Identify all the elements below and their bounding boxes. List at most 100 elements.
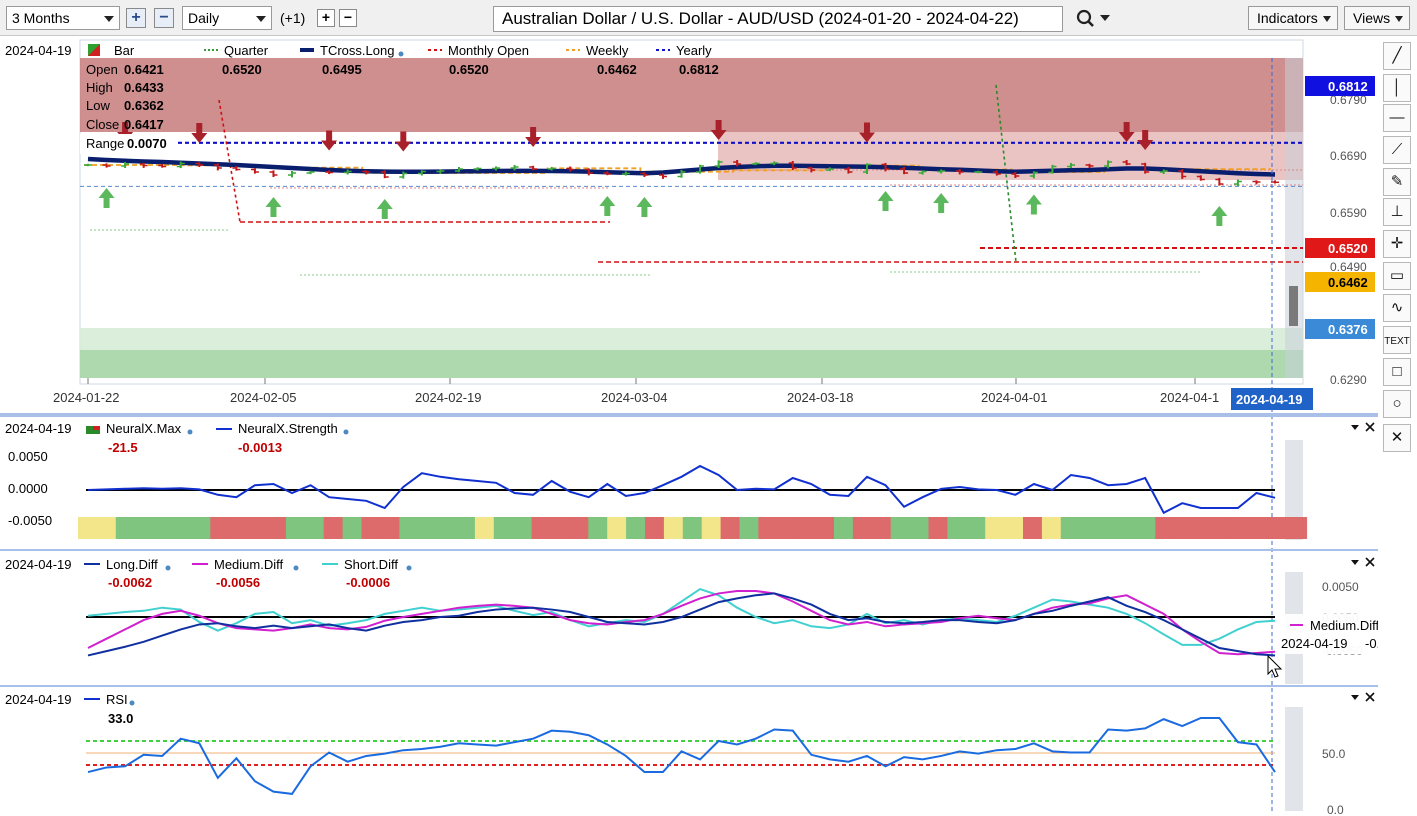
neuralx-date: 2024-04-19 [5, 421, 72, 436]
ohlc-value: 0.6362 [124, 98, 164, 113]
main-pane-date: 2024-04-19 [5, 43, 72, 58]
neuralx-max-cell [739, 517, 759, 539]
rectangle-tool-button[interactable]: □ [1383, 358, 1411, 386]
settings-dot-icon[interactable] [129, 700, 135, 706]
zoom-out-button[interactable]: − [154, 8, 174, 28]
rsi-date: 2024-04-19 [5, 692, 72, 707]
settings-dot-icon[interactable] [406, 565, 412, 571]
vertical-line-tool-button[interactable]: │ [1383, 74, 1411, 102]
tooltip-value: -0.0056 [1365, 636, 1378, 651]
bar-legend-label: Bar [114, 43, 135, 58]
zoom-in-button[interactable]: + [126, 8, 146, 28]
neuralx-max-cell [777, 517, 797, 539]
buy-signal-arrow-icon [376, 199, 393, 219]
fibonacci-tool-button[interactable]: ⊥ [1383, 198, 1411, 226]
neuralx-max-cell [115, 517, 136, 539]
neuralx-max-cell [267, 517, 287, 539]
future-area [1285, 707, 1303, 811]
offset-minus-button[interactable]: − [339, 9, 357, 27]
long-diff-line [87, 592, 1276, 657]
neuralx-max-cell [418, 517, 438, 539]
neuralx-max-cell [928, 517, 948, 539]
sell-signal-arrow-icon [191, 123, 208, 143]
settings-dot-icon[interactable] [398, 51, 404, 57]
neuralx-max-cell [1060, 517, 1081, 539]
y-tick-label: 0.6690 [1330, 149, 1367, 163]
search-button[interactable] [1070, 6, 1116, 30]
rsi-y-tick: 50.0 [1322, 747, 1346, 761]
offset-plus-button[interactable]: + [317, 9, 335, 27]
settings-dot-icon[interactable] [343, 429, 349, 435]
chevron-down-icon [1395, 16, 1403, 22]
symbol-title-field[interactable]: Australian Dollar / U.S. Dollar - AUD/US… [493, 6, 1063, 32]
tcross-value: 0.6495 [322, 62, 362, 77]
pane-menu-chevron-icon[interactable] [1351, 695, 1359, 700]
yearly-resistance-zone [80, 58, 1303, 132]
wave-icon: ∿ [1390, 299, 1404, 316]
pencil-tool-button[interactable]: ✎ [1383, 168, 1411, 196]
ohlc-value: 0.6421 [124, 62, 164, 77]
neuralx-max-cell [153, 517, 174, 539]
pane-close-icon[interactable] [1365, 557, 1375, 567]
chevron-down-icon [104, 16, 114, 22]
views-button[interactable]: Views [1344, 6, 1410, 30]
buy-signal-arrow-icon [98, 188, 115, 208]
settings-dot-icon[interactable] [293, 565, 299, 571]
x-tick-label: 2024-04-1 [1160, 390, 1219, 405]
neuralx-y-tick: -0.0050 [8, 513, 52, 528]
monthly-open-value: 0.6520 [449, 62, 489, 77]
medium-diff-label: Medium.Diff [214, 557, 284, 572]
pane-close-icon[interactable] [1365, 422, 1375, 432]
current-price-tag-text: 0.6376 [1328, 322, 1368, 337]
ray-tool-button[interactable]: ⟋ [1383, 136, 1411, 164]
neuralx-max-cell [493, 517, 514, 539]
neuralx-max-cell [210, 517, 230, 539]
neuralx-max-cell [626, 517, 646, 539]
chart-area[interactable]: 0.6790 0.6690 0.6590 0.6490 0.6290 0.6812 0.65… [0, 0, 1378, 816]
horizontal-line-tool-button[interactable]: — [1383, 104, 1411, 132]
callout-tool-button[interactable]: ▭ [1383, 262, 1411, 290]
ohlc-value: 0.6417 [124, 117, 164, 132]
indicators-button[interactable]: Indicators [1248, 6, 1338, 30]
line-tool-icon: ╱ [1392, 47, 1402, 64]
neuralx-max-cell [1098, 517, 1119, 539]
vertical-line-icon: │ [1392, 79, 1402, 96]
pane-menu-chevron-icon[interactable] [1351, 425, 1359, 430]
neuralx-max-cell [304, 517, 325, 539]
pane-separator [0, 685, 1378, 687]
neuralx-max-cell [437, 517, 457, 539]
crosshair-tool-button[interactable]: ✛ [1383, 230, 1411, 258]
interval-select[interactable]: Daily [182, 6, 272, 30]
pane-close-icon[interactable] [1365, 692, 1375, 702]
pane-menu-chevron-icon[interactable] [1351, 560, 1359, 565]
range-value: 0.0070 [127, 136, 167, 151]
settings-dot-icon[interactable] [165, 565, 171, 571]
neuralx-max-cell [947, 517, 967, 539]
price-bars [84, 160, 1279, 186]
y-tick-label: 0.6290 [1330, 373, 1367, 387]
buy-signal-arrow-icon [933, 193, 950, 213]
weekly-value: 0.6462 [597, 62, 637, 77]
range-select[interactable]: 3 Months [6, 6, 120, 30]
bar-legend-swatch-red [88, 44, 100, 56]
pencil-icon: ✎ [1390, 173, 1404, 190]
pane-separator [0, 549, 1378, 551]
neuralx-max-cell [1155, 517, 1175, 539]
neuralx-max-cell [720, 517, 741, 539]
neuralx-max-cell [531, 517, 552, 539]
circle-tool-button[interactable]: ○ [1383, 390, 1411, 418]
wave-tool-button[interactable]: ∿ [1383, 294, 1411, 322]
x-tick-label: 2024-03-18 [787, 390, 854, 405]
text-tool-tool-button[interactable]: TEXT [1383, 326, 1411, 354]
settings-dot-icon[interactable] [187, 429, 193, 435]
sell-signal-arrow-icon [525, 127, 542, 147]
range-label-bg [80, 134, 178, 154]
rsi-label: RSI [106, 692, 128, 707]
close-tool-button[interactable]: ✕ [1383, 424, 1411, 452]
ohlc-label: Open [86, 62, 118, 77]
line-tool-tool-button[interactable]: ╱ [1383, 42, 1411, 70]
range-label: Range [86, 136, 124, 151]
indicators-label: Indicators [1257, 10, 1318, 26]
neuralx-max-cell [361, 517, 381, 539]
neuralx-max-cell [380, 517, 400, 539]
